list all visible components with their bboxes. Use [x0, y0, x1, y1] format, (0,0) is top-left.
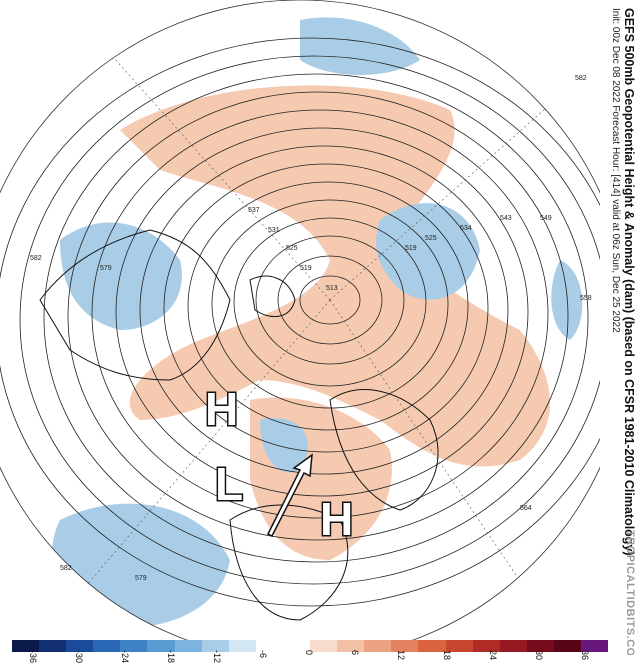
colorbar-tick-label: -18 [166, 650, 176, 663]
colorbar-swatch [255, 640, 283, 652]
colorbar-swatch [499, 640, 527, 652]
colorbar-swatch [391, 640, 419, 652]
map-subtitle: Init: 00z Dec 08 2022 Forecast Hour: [41… [610, 8, 621, 333]
contour-label: 582 [60, 565, 72, 572]
colorbar-swatch [147, 640, 175, 652]
colorbar-tick-label: -36 [28, 650, 38, 663]
colorbar-tick-label: 12 [396, 650, 406, 661]
flow-arrow [266, 453, 313, 538]
colorbar-swatch [120, 640, 148, 652]
colorbar-tick-label: 36 [580, 650, 590, 661]
colorbar-swatch [472, 640, 500, 652]
anomaly-shading [51, 17, 600, 628]
colorbar-swatch [66, 640, 94, 652]
colorbar-swatch [174, 640, 202, 652]
contour-label: 534 [460, 225, 472, 232]
colorbar-swatch [12, 640, 40, 652]
height-contours [0, 37, 600, 607]
contour-label: 525 [286, 245, 298, 252]
colorbar-tick-label: 30 [534, 650, 544, 661]
contour-label: 537 [248, 207, 260, 214]
pressure-centers: H H L [204, 382, 355, 547]
contour-label: 582 [30, 255, 42, 262]
colorbar-tick-label: -24 [120, 650, 130, 663]
colorbar-swatch [580, 640, 609, 652]
contour-label: 525 [425, 235, 437, 242]
colorbar-swatch [39, 640, 67, 652]
colorbar-swatch [418, 640, 446, 652]
map-title: GEFS 500mb Geopotential Height & Anomaly… [622, 8, 636, 556]
contour-label: 519 [405, 245, 417, 252]
contour-label: 543 [500, 215, 512, 222]
colorbar-swatch [553, 640, 581, 652]
contour-label: 558 [580, 295, 592, 302]
contour-label: 519 [300, 265, 312, 272]
low-pressure-label: L [215, 458, 243, 510]
colorbar-tick-label: -30 [74, 650, 84, 663]
colorbar-tick-label: 6 [350, 650, 360, 656]
high-pressure-label: H [320, 493, 353, 545]
colorbar-tick-label: 0 [304, 650, 314, 656]
colorbar-swatch [364, 640, 392, 652]
contour-label: 549 [540, 215, 552, 222]
colorbar-swatch [310, 640, 338, 652]
contour-label: 579 [100, 265, 112, 272]
colorbar-swatch [445, 640, 473, 652]
colorbar-tick-label: -12 [212, 650, 222, 663]
contour-label: 513 [326, 285, 338, 292]
brand-watermark: TROPICALTIDBITS.COM [624, 530, 636, 655]
colorbar-tick-label: 24 [488, 650, 498, 661]
contour-label: 564 [520, 505, 532, 512]
colorbar-swatch [526, 640, 554, 652]
contour-label: 582 [575, 75, 587, 82]
colorbar-swatch [337, 640, 365, 652]
colorbar-swatch [201, 640, 229, 652]
high-pressure-label: H [205, 383, 238, 435]
title-strip: GEFS 500mb Geopotential Height & Anomaly… [600, 0, 640, 655]
contour-label: 579 [135, 575, 147, 582]
colorbar-swatch [282, 640, 311, 652]
contour-label: 531 [268, 227, 280, 234]
colorbar-tick-label: 18 [442, 650, 452, 661]
colorbar [12, 640, 609, 655]
colorbar-swatch [93, 640, 121, 652]
colorbar-tick-label: -6 [258, 650, 268, 659]
contour-labels: 513 519 525 531 537 519 525 534 543 549 … [30, 75, 592, 582]
anomaly-map: H H L 513 519 525 531 537 519 525 534 54… [0, 0, 600, 640]
colorbar-swatch [228, 640, 256, 652]
